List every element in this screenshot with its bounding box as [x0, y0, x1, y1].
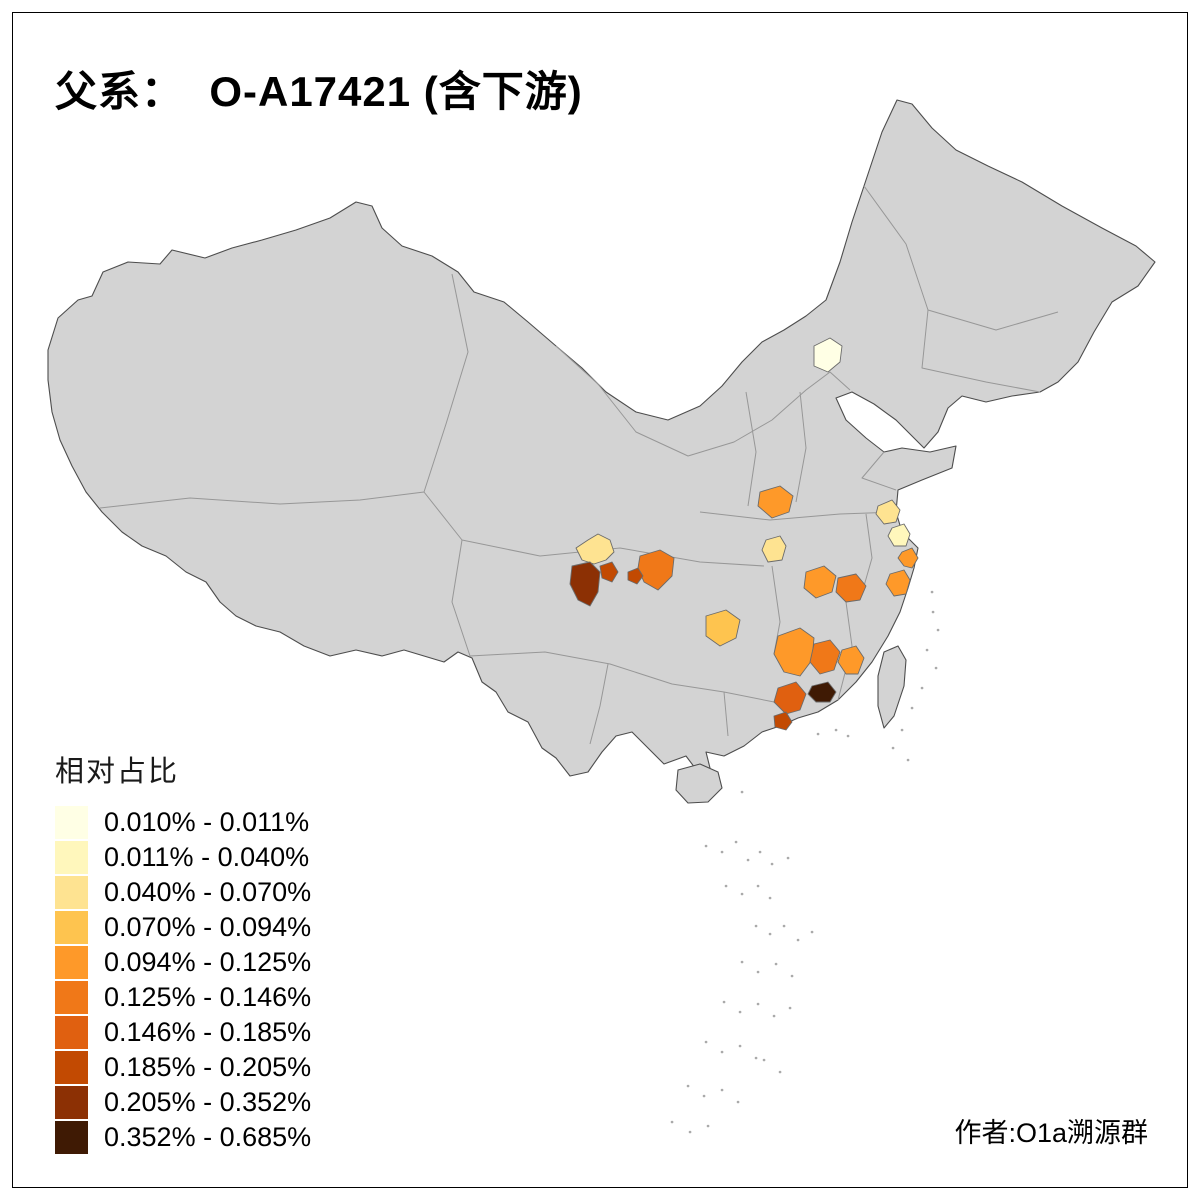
choropleth-region-chongqing-small [627, 567, 644, 585]
legend-label: 0.011% - 0.040% [104, 842, 310, 872]
choropleth-region-fujian [837, 645, 865, 675]
choropleth-region-sichuan-dark [569, 561, 601, 607]
choropleth-region-guangdong [773, 681, 807, 715]
legend-swatch [55, 1121, 88, 1154]
choropleth-region-jiangsu-b [887, 523, 911, 547]
hainan-island [675, 763, 723, 804]
legend-item: 0.010% - 0.011% [55, 806, 311, 839]
legend-swatch [55, 876, 88, 909]
choropleth-region-guizhou [705, 609, 741, 647]
legend-label: 0.146% - 0.185% [104, 1017, 312, 1047]
choropleth-region-guangdong-dark [807, 681, 837, 703]
legend-label: 0.185% - 0.205% [104, 1052, 312, 1082]
china-mainland [47, 99, 1156, 777]
legend-item: 0.146% - 0.185% [55, 1016, 311, 1049]
legend-item: 0.185% - 0.205% [55, 1051, 311, 1084]
island-dots [670, 590, 940, 1134]
choropleth-region-hunan-jiangxi [773, 627, 815, 677]
legend-swatch [55, 841, 88, 874]
legend-item: 0.125% - 0.146% [55, 981, 311, 1014]
legend-title: 相对占比 [55, 756, 180, 788]
legend-swatch [55, 1016, 88, 1049]
legend-label: 0.040% - 0.070% [104, 877, 312, 907]
legend-label: 0.070% - 0.094% [104, 912, 312, 942]
legend-swatch [55, 806, 88, 839]
legend-label: 0.125% - 0.146% [104, 982, 312, 1012]
province-borders [99, 185, 1059, 745]
choropleth-region-jiangsu-a [875, 499, 901, 525]
legend-item: 0.094% - 0.125% [55, 946, 311, 979]
page-title: 父系： O-A17421 (含下游) [55, 68, 583, 115]
choropleth-region-beijing [813, 337, 843, 373]
legend-swatch [55, 1086, 88, 1119]
legend: 相对占比 0.010% - 0.011% 0.011% - 0.040% 0.0… [55, 748, 311, 1156]
attribution: 作者:O1a溯源群 [954, 1118, 1148, 1148]
legend-item: 0.070% - 0.094% [55, 911, 311, 944]
legend-swatch [55, 946, 88, 979]
choropleth-region-guangdong-small [773, 711, 793, 731]
choropleth-region-jiangxi-dark [809, 639, 841, 675]
legend-swatch [55, 981, 88, 1014]
legend-swatch [55, 911, 88, 944]
taiwan-island [877, 645, 907, 729]
choropleth-region-chengdu [575, 533, 615, 565]
choropleth-region-hubei-west [803, 565, 837, 599]
choropleth-region-hubei-east [835, 573, 867, 603]
legend-item: 0.352% - 0.685% [55, 1121, 311, 1154]
legend-label: 0.094% - 0.125% [104, 947, 312, 977]
legend-item: 0.011% - 0.040% [55, 841, 311, 874]
choropleth-region-zhejiang [885, 569, 911, 597]
choropleth-region-henan [761, 535, 787, 563]
legend-label: 0.205% - 0.352% [104, 1087, 312, 1117]
legend-item: 0.040% - 0.070% [55, 876, 311, 909]
choropleth-region-shaanxi [757, 485, 794, 519]
legend-item: 0.205% - 0.352% [55, 1086, 311, 1119]
legend-label: 0.352% - 0.685% [104, 1122, 312, 1152]
choropleth-region-shanghai [897, 547, 919, 569]
legend-swatch [55, 1051, 88, 1084]
legend-label: 0.010% - 0.011% [104, 807, 310, 837]
choropleth-region-sichuan-dark-small [599, 561, 619, 583]
